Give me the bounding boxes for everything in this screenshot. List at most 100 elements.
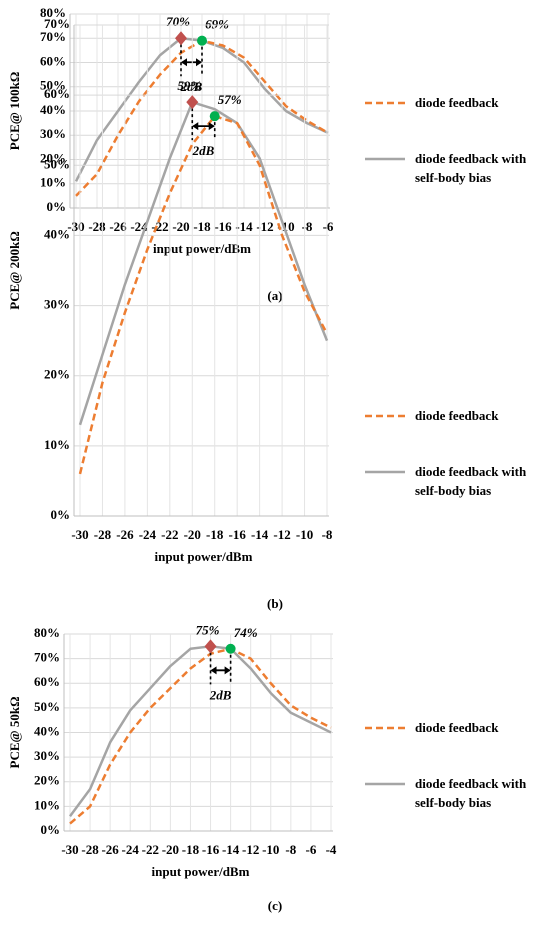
y-tick-label: 70% [44,16,70,31]
legend-label: diode feedback with self-body bias [415,151,527,185]
y-tick-label: 30% [40,126,66,141]
x-tick-label: -20 [172,219,189,234]
y-tick-label: 20% [40,150,66,165]
y-tick-label: 70% [40,29,66,44]
legend-label: diode feedback [415,408,499,423]
legend-entry: diode feedback [415,408,499,423]
legend-label: diode feedback [415,95,499,110]
arrow-head [210,666,231,675]
x-tick-label: -26 [101,842,119,857]
y-tick-label: 40% [40,102,66,117]
caption: (b) [267,596,283,611]
x-tick-label: -10 [296,527,313,542]
x-tick-label: -14 [235,219,253,234]
legend-label: diode feedback with self-body bias [415,464,527,498]
y-tick-label: 20% [44,367,70,382]
y-tick-label: 50% [44,156,70,171]
peak-marker [175,31,187,46]
y-tick-label: 40% [44,226,70,241]
x-tick-label: -26 [116,527,134,542]
x-tick-label: -22 [142,842,159,857]
peak-label: 57% [218,92,242,107]
peak-marker [197,35,207,46]
span-label: 2dB [209,687,232,702]
x-tick-label: -14 [251,527,269,542]
peak-marker [204,639,217,654]
x-tick-label: -30 [71,527,88,542]
y-tick-label: 70% [34,650,60,665]
x-tick-label: -16 [229,527,247,542]
y-tick-label: 30% [44,297,70,312]
y-tick-label: 60% [40,53,66,68]
x-tick-label: -8 [322,527,333,542]
y-tick-label: 80% [34,625,60,640]
legend-label: diode feedback with self-body bias [415,776,527,810]
y-tick-label: 0% [41,822,61,837]
arrow-head [192,122,215,131]
x-tick-label: -28 [94,527,112,542]
y-tick-label: 10% [44,437,70,452]
series-line [68,645,332,817]
y-axis-title: PCE@ 50kΩ [7,697,22,769]
legend-label: diode feedback [415,720,499,735]
peak-label: 74% [234,625,258,640]
x-tick-label: -20 [184,527,201,542]
span-label: 2dB [192,143,215,158]
y-tick-label: 30% [34,748,60,763]
x-tick-label: -18 [193,219,211,234]
legend-entry: diode feedback with self-body bias [415,464,527,498]
y-tick-label: 20% [34,773,60,788]
x-tick-label: -8 [302,219,313,234]
series-line [69,647,332,825]
x-tick-label: -28 [88,219,106,234]
x-tick-label: -24 [122,842,140,857]
x-tick-label: -18 [182,842,200,857]
x-tick-label: -10 [262,842,279,857]
x-tick-label: -26 [109,219,127,234]
y-tick-label: 50% [34,699,60,714]
arrow-head [181,58,202,67]
x-tick-label: -12 [242,842,259,857]
peak-marker [186,95,199,110]
peak-label: 59% [177,78,201,93]
x-tick-label: -28 [81,842,99,857]
peak-marker [209,111,220,122]
y-tick-label: 10% [40,175,66,190]
peak-label: 69% [205,17,229,32]
caption: (c) [268,898,282,913]
x-tick-label: -12 [273,527,290,542]
x-axis-title: input power/dBm [153,241,251,256]
x-tick-label: -6 [306,842,317,857]
legend-entry: diode feedback [415,95,499,110]
y-tick-label: 80% [40,5,66,20]
x-tick-label: -18 [206,527,224,542]
x-axis-title: input power/dBm [155,549,253,564]
y-tick-label: 10% [34,797,60,812]
x-tick-label: -16 [214,219,232,234]
x-tick-label: -14 [222,842,240,857]
x-tick-label: -6 [323,219,334,234]
x-tick-label: -20 [162,842,179,857]
x-tick-label: -12 [256,219,273,234]
peak-label: 75% [196,622,220,637]
y-tick-label: 60% [44,86,70,101]
y-tick-label: 0% [47,199,67,214]
x-tick-label: -30 [61,842,78,857]
x-tick-label: -8 [285,842,296,857]
x-tick-label: -16 [202,842,220,857]
peak-marker [225,643,236,654]
series-line [78,114,329,475]
x-tick-label: -22 [161,527,178,542]
x-tick-label: -24 [139,527,157,542]
series-line [78,100,329,426]
y-axis-title: PCE@ 200kΩ [7,231,22,309]
x-tick-label: -4 [326,842,337,857]
x-axis-title: input power/dBm [152,864,250,879]
y-axis-title: PCE@ 100kΩ [7,72,22,150]
span-label: 2dB [180,79,203,94]
legend-entry: diode feedback with self-body bias [415,776,527,810]
caption: (a) [267,288,282,303]
y-tick-label: 0% [51,507,71,522]
y-tick-label: 60% [34,674,60,689]
legend-entry: diode feedback with self-body bias [415,151,527,185]
